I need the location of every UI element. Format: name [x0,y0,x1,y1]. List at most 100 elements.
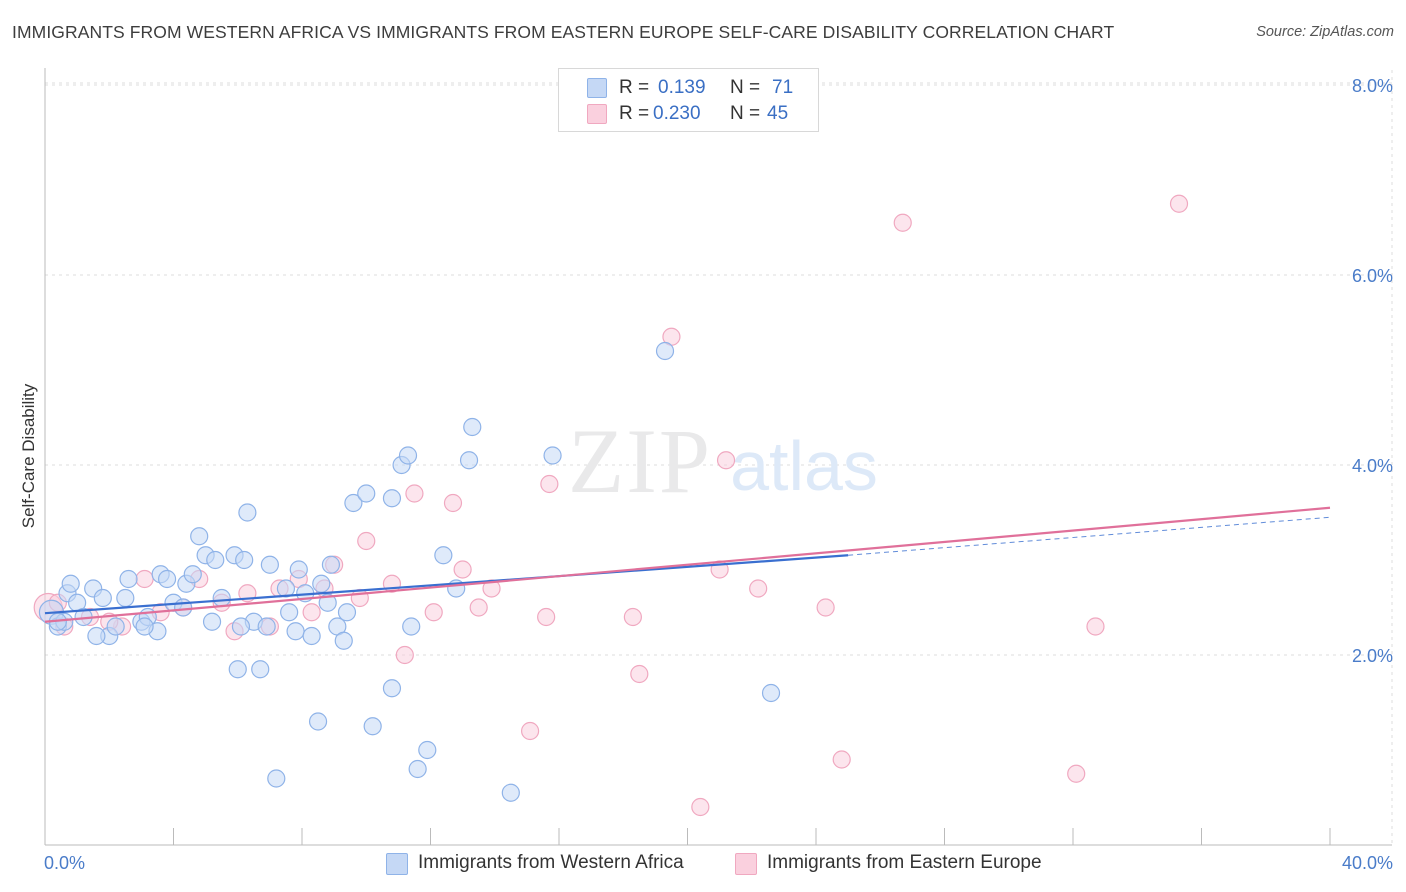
point-western-africa [135,617,154,636]
point-eastern-europe [350,588,369,608]
point-eastern-europe [716,451,736,470]
point-western-africa [418,740,437,760]
point-western-africa [402,617,421,636]
point-western-africa [174,598,193,617]
point-western-africa [235,550,254,570]
point-eastern-europe [537,607,556,627]
point-eastern-europe [453,560,472,579]
point-western-africa [382,489,402,508]
legend-swatch-blue [587,78,607,98]
series-label: Immigrants from Eastern Europe [767,852,1042,873]
point-western-africa [398,446,418,465]
point-eastern-europe [630,664,649,684]
axis-labels: 2.0% 4.0% 6.0% 8.0% 0.0% 40.0% Self-Care Disab… [19,76,1393,873]
point-eastern-europe [520,721,540,741]
grid-lines [45,70,1393,845]
legend-n-value: 45 [767,103,789,124]
point-western-africa [116,588,135,608]
point-western-africa [157,569,177,589]
point-eastern-europe [832,750,851,769]
point-eastern-europe [443,493,463,513]
legend-swatch-pink [587,104,607,124]
point-western-africa [321,555,341,574]
point-western-africa [761,683,781,703]
y-tick-label: 4.0% [1352,456,1393,476]
correlation-legend: R = 0.139 N = 71 R = 0.230 N = 45 [558,68,819,132]
legend-r-label: R = [619,77,650,98]
point-eastern-europe [469,598,488,617]
trend-lines [44,506,1331,623]
point-western-africa [302,626,321,646]
point-western-africa [318,593,337,612]
legend-r-value: 0.139 [658,77,706,98]
y-axis-title: Self-Care Disability [19,383,38,528]
point-eastern-europe [893,213,912,232]
y-tick-label: 2.0% [1352,646,1393,666]
x-tick-label-min: 0.0% [44,853,85,873]
point-western-africa [434,546,453,565]
point-western-africa [257,617,276,636]
series-label: Immigrants from Western Africa [418,852,684,873]
legend-r-value: 0.230 [653,103,701,124]
point-western-africa [251,660,270,679]
legend-r-label: R = [619,103,650,124]
point-western-africa [202,612,222,631]
point-eastern-europe [1086,617,1105,636]
point-western-africa [190,527,209,546]
point-western-africa [334,631,353,650]
point-western-africa [357,484,376,503]
point-western-africa [363,717,382,736]
point-western-africa [119,569,138,589]
point-western-africa [459,451,479,470]
point-eastern-europe [1169,194,1189,213]
point-eastern-europe [424,603,443,622]
point-eastern-europe [540,474,559,494]
watermark-zip: ZIP [568,410,712,512]
point-western-africa [267,769,286,788]
point-eastern-europe [357,531,376,551]
point-eastern-europe [816,598,835,617]
point-western-africa [289,560,308,579]
trend-line-western-africa-extension [848,516,1331,556]
legend-n-value: 71 [772,77,794,98]
watermark-atlas: atlas [730,427,878,505]
series-swatch-pink [735,853,757,875]
point-western-africa [344,493,363,513]
point-western-africa [61,574,80,593]
point-western-africa [308,712,328,731]
point-eastern-europe [691,797,710,817]
point-western-africa [238,503,257,522]
point-eastern-europe [1067,764,1086,783]
point-western-africa [463,417,482,437]
point-eastern-europe [135,569,154,589]
axes [44,68,1392,846]
point-western-africa [280,603,299,622]
point-western-africa [276,579,296,598]
point-western-africa [286,622,305,641]
point-western-africa [228,660,247,679]
point-western-africa [501,783,520,802]
point-western-africa [93,588,112,608]
legend-n-label: N = [730,77,761,98]
point-western-africa [183,565,202,584]
point-eastern-europe [302,603,321,622]
series-swatch-blue [386,853,408,875]
point-eastern-europe [749,579,768,598]
source-credit: Source: ZipAtlas.com [1256,24,1394,40]
x-tick-label-max: 40.0% [1342,853,1393,873]
point-eastern-europe [395,645,414,665]
legend-n-label: N = [730,103,761,124]
y-tick-label: 8.0% [1352,76,1393,96]
point-western-africa [312,574,331,593]
point-western-africa [408,759,427,779]
trend-line-eastern-europe [44,506,1331,623]
point-eastern-europe [623,607,642,627]
point-western-africa [260,555,279,574]
watermark: ZIP atlas [568,410,878,512]
point-eastern-europe [405,484,424,503]
point-western-africa [655,341,675,361]
chart-title: IMMIGRANTS FROM WESTERN AFRICA VS IMMIGR… [12,22,1115,42]
point-western-africa [212,588,231,608]
point-western-africa [106,617,125,636]
